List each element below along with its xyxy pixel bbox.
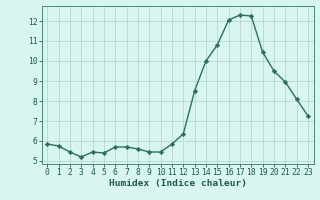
X-axis label: Humidex (Indice chaleur): Humidex (Indice chaleur): [108, 179, 247, 188]
